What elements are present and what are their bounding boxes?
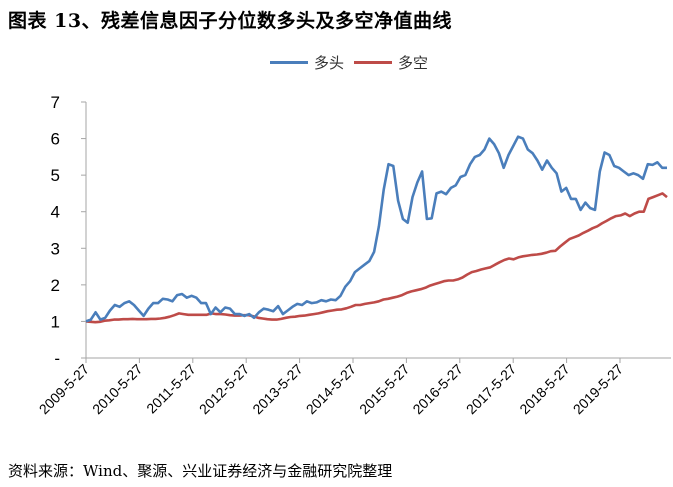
x-tick-label: 2010-5-27 <box>89 361 146 418</box>
y-tick-label: 1 <box>51 312 60 331</box>
y-tick-label: 7 <box>51 93 60 112</box>
y-tick-label: 4 <box>51 203 60 222</box>
chart-axes <box>85 102 671 359</box>
x-axis-ticks: 2009-5-272010-5-272011-5-272012-5-272013… <box>36 358 627 418</box>
x-tick-label: 2015-5-27 <box>356 361 413 418</box>
x-tick-label: 2017-5-27 <box>463 361 520 418</box>
chart-title: 图表 13、残差信息因子分位数多头及多空净值曲线 <box>8 10 453 32</box>
x-tick-label: 2013-5-27 <box>249 361 306 418</box>
y-tick-label: 6 <box>51 130 60 149</box>
x-tick-label: 2018-5-27 <box>516 361 573 418</box>
y-tick-label: 3 <box>51 239 60 258</box>
source-note: 资料来源：Wind、聚源、兴业证券经济与金融研究院整理 <box>8 462 393 480</box>
x-tick-label: 2016-5-27 <box>409 361 466 418</box>
series-line-long <box>85 135 667 323</box>
legend-swatch-long <box>270 61 308 64</box>
x-tick-label: 2014-5-27 <box>303 361 360 418</box>
series-line-long-short <box>85 192 668 324</box>
legend-label-long: 多头 <box>314 54 345 72</box>
y-tick-label: 5 <box>51 166 60 185</box>
y-tick-label: - <box>54 349 60 368</box>
legend-item-long: 多头 <box>270 52 344 73</box>
x-tick-label: 2011-5-27 <box>143 361 199 417</box>
legend-label-long-short: 多空 <box>398 54 429 72</box>
legend-swatch-long-short <box>354 61 393 64</box>
x-tick-label: 2009-5-27 <box>36 361 93 418</box>
x-tick-label: 2012-5-27 <box>196 361 253 418</box>
chart-legend: 多头 多空 <box>270 52 428 73</box>
legend-item-long-short: 多空 <box>354 52 428 73</box>
x-tick-label: 2019-5-27 <box>570 361 627 418</box>
y-tick-label: 2 <box>51 276 60 295</box>
y-axis-ticks: - 1 2 3 4 5 6 7 <box>51 93 86 368</box>
